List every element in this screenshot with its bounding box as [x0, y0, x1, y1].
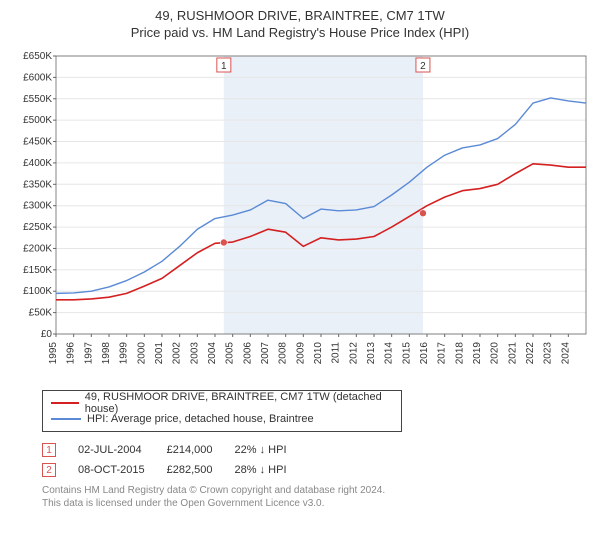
svg-text:2005: 2005 [225, 342, 236, 365]
svg-text:£150K: £150K [23, 265, 52, 276]
sale-price: £282,500 [167, 460, 235, 480]
svg-text:2021: 2021 [507, 342, 518, 365]
footer-line: Contains HM Land Registry data © Crown c… [42, 484, 588, 497]
svg-text:1998: 1998 [101, 342, 112, 365]
svg-text:2002: 2002 [172, 342, 183, 365]
svg-text:2012: 2012 [348, 342, 359, 365]
svg-text:£250K: £250K [23, 222, 52, 233]
sale-delta: 28% ↓ HPI [235, 460, 309, 480]
svg-text:£0: £0 [41, 329, 53, 340]
sale-marker: 1 [42, 443, 56, 457]
svg-text:2000: 2000 [136, 342, 147, 365]
svg-text:2024: 2024 [560, 342, 571, 365]
svg-text:2: 2 [420, 61, 426, 72]
legend-swatch [51, 402, 79, 404]
svg-text:1997: 1997 [83, 342, 94, 365]
legend: 49, RUSHMOOR DRIVE, BRAINTREE, CM7 1TW (… [42, 390, 402, 432]
svg-text:2016: 2016 [419, 342, 430, 365]
svg-text:£200K: £200K [23, 243, 52, 254]
svg-text:2010: 2010 [313, 342, 324, 365]
svg-text:£50K: £50K [29, 308, 53, 319]
svg-text:1: 1 [221, 61, 227, 72]
title-sub: Price paid vs. HM Land Registry's House … [0, 25, 600, 40]
svg-text:2014: 2014 [384, 342, 395, 365]
svg-text:2015: 2015 [401, 342, 412, 365]
svg-text:2003: 2003 [189, 342, 200, 365]
svg-text:£550K: £550K [23, 94, 52, 105]
svg-text:2023: 2023 [543, 342, 554, 365]
svg-text:£400K: £400K [23, 158, 52, 169]
svg-text:£650K: £650K [23, 51, 52, 62]
footer-line: This data is licensed under the Open Gov… [42, 497, 588, 510]
legend-label: HPI: Average price, detached house, Brai… [87, 413, 314, 425]
svg-text:2019: 2019 [472, 342, 483, 365]
svg-text:2007: 2007 [260, 342, 271, 365]
svg-text:£100K: £100K [23, 286, 52, 297]
svg-text:2006: 2006 [242, 342, 253, 365]
svg-text:1996: 1996 [66, 342, 77, 365]
svg-text:2022: 2022 [525, 342, 536, 365]
svg-text:2001: 2001 [154, 342, 165, 365]
title-main: 49, RUSHMOOR DRIVE, BRAINTREE, CM7 1TW [0, 8, 600, 23]
sale-delta: 22% ↓ HPI [235, 440, 309, 460]
sale-marker: 2 [42, 463, 56, 477]
footer: Contains HM Land Registry data © Crown c… [42, 484, 588, 510]
sale-date: 08-OCT-2015 [78, 460, 167, 480]
chart-svg: £0 £50K £100K £150K £200K £250K £300K £350K £400… [10, 46, 590, 386]
chart-area: £0 £50K £100K £150K £200K £250K £300K £350K £400… [10, 46, 590, 386]
legend-label: 49, RUSHMOOR DRIVE, BRAINTREE, CM7 1TW (… [85, 391, 393, 415]
svg-text:£300K: £300K [23, 201, 52, 212]
table-row: 2 08-OCT-2015 £282,500 28% ↓ HPI [42, 460, 309, 480]
svg-text:2008: 2008 [278, 342, 289, 365]
svg-text:2013: 2013 [366, 342, 377, 365]
svg-text:2009: 2009 [295, 342, 306, 365]
svg-text:1999: 1999 [119, 342, 130, 365]
svg-text:£600K: £600K [23, 72, 52, 83]
svg-text:1995: 1995 [48, 342, 59, 365]
svg-text:2017: 2017 [437, 342, 448, 365]
legend-row: 49, RUSHMOOR DRIVE, BRAINTREE, CM7 1TW (… [51, 395, 393, 411]
svg-text:2020: 2020 [490, 342, 501, 365]
svg-text:2004: 2004 [207, 342, 218, 365]
svg-text:£450K: £450K [23, 137, 52, 148]
svg-text:£500K: £500K [23, 115, 52, 126]
sales-table: 1 02-JUL-2004 £214,000 22% ↓ HPI 2 08-OC… [42, 440, 309, 480]
svg-text:2018: 2018 [454, 342, 465, 365]
svg-text:2011: 2011 [331, 342, 342, 364]
chart-titles: 49, RUSHMOOR DRIVE, BRAINTREE, CM7 1TW P… [0, 0, 600, 40]
legend-swatch [51, 418, 81, 420]
svg-text:£350K: £350K [23, 179, 52, 190]
sale-date: 02-JUL-2004 [78, 440, 167, 460]
sale-price: £214,000 [167, 440, 235, 460]
table-row: 1 02-JUL-2004 £214,000 22% ↓ HPI [42, 440, 309, 460]
